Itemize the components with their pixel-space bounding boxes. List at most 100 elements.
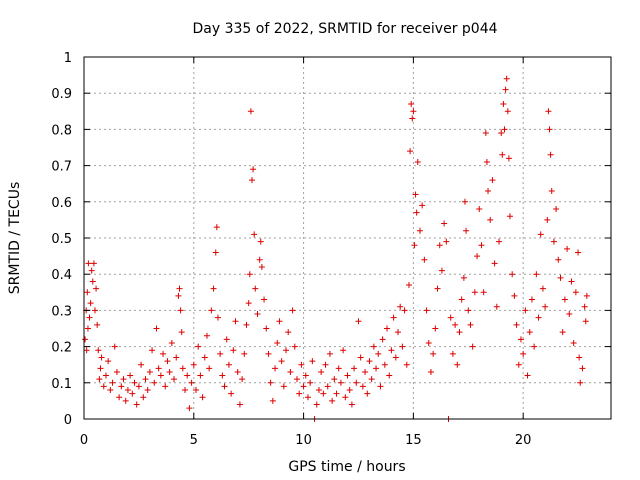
data-point [546,126,553,133]
data-point [583,292,590,299]
data-point [289,307,296,314]
data-point [94,321,101,328]
data-point [506,213,513,220]
data-point [550,238,557,245]
data-point [370,343,377,350]
data-point [331,376,338,383]
data-point [140,394,147,401]
data-point [337,379,344,386]
data-point [432,325,439,332]
data-point [421,256,428,263]
data-point [438,267,445,274]
data-point [522,307,529,314]
data-point [566,311,573,318]
data-point [309,358,316,365]
x-tick-label: 0 [80,433,88,448]
data-point [582,318,589,325]
data-point [164,358,171,365]
data-point [461,198,468,205]
data-point [489,177,496,184]
y-tick-label: 0.7 [51,160,72,175]
data-point [267,379,274,386]
data-point [214,314,221,321]
data-point [405,282,412,289]
data-point [239,376,246,383]
data-point [386,372,393,379]
data-point [480,289,487,296]
data-point [254,311,261,318]
data-point [539,285,546,292]
data-point [509,271,516,278]
data-point [355,318,362,325]
data-point [100,383,107,390]
points-layer [82,75,590,422]
data-point [397,303,404,310]
data-point [342,394,349,401]
data-point [537,231,544,238]
data-point [127,372,134,379]
data-point [531,343,538,350]
data-point [269,397,276,404]
data-point [364,390,371,397]
data-point [517,336,524,343]
x-axis-label: GPS time / hours [288,459,405,475]
data-point [329,397,336,404]
data-point [171,376,178,383]
data-point [251,231,258,238]
data-point [572,289,579,296]
data-point [225,361,232,368]
data-point [298,361,305,368]
data-point [203,332,210,339]
data-point [362,368,369,375]
data-point [441,220,448,227]
data-point [381,361,388,368]
data-point [390,314,397,321]
data-point [483,158,490,165]
x-tick-label: 15 [405,433,422,448]
data-point [413,209,420,216]
data-point [469,343,476,350]
data-point [131,379,138,386]
data-point [447,314,454,321]
data-point [102,372,109,379]
y-tick-label: 0.4 [51,268,72,283]
data-point [116,394,123,401]
data-point [482,130,489,137]
data-point [246,271,253,278]
data-point [258,263,265,270]
data-point [384,325,391,332]
data-point [568,278,575,285]
data-point [86,314,93,321]
data-point [113,368,120,375]
data-point [175,292,182,299]
data-point [168,339,175,346]
data-point [454,361,461,368]
data-point [84,325,91,332]
x-tick-label: 10 [295,433,312,448]
data-point [105,358,112,365]
plot-frame [83,56,612,420]
data-point [230,347,237,354]
data-point [243,321,250,328]
data-point [219,372,226,379]
data-point [414,158,421,165]
data-point [555,256,562,263]
data-point [359,383,366,390]
data-point [90,260,97,267]
y-tick-label: 0.2 [51,341,72,356]
data-point [351,365,358,372]
data-point [296,390,303,397]
data-point [228,390,235,397]
data-point [188,379,195,386]
data-point [162,383,169,390]
data-point [408,101,415,108]
data-point [425,339,432,346]
data-point [223,336,230,343]
data-point [353,379,360,386]
data-point [533,271,540,278]
data-point [467,321,474,328]
data-point [427,368,434,375]
data-point [340,347,347,354]
data-point [579,365,586,372]
